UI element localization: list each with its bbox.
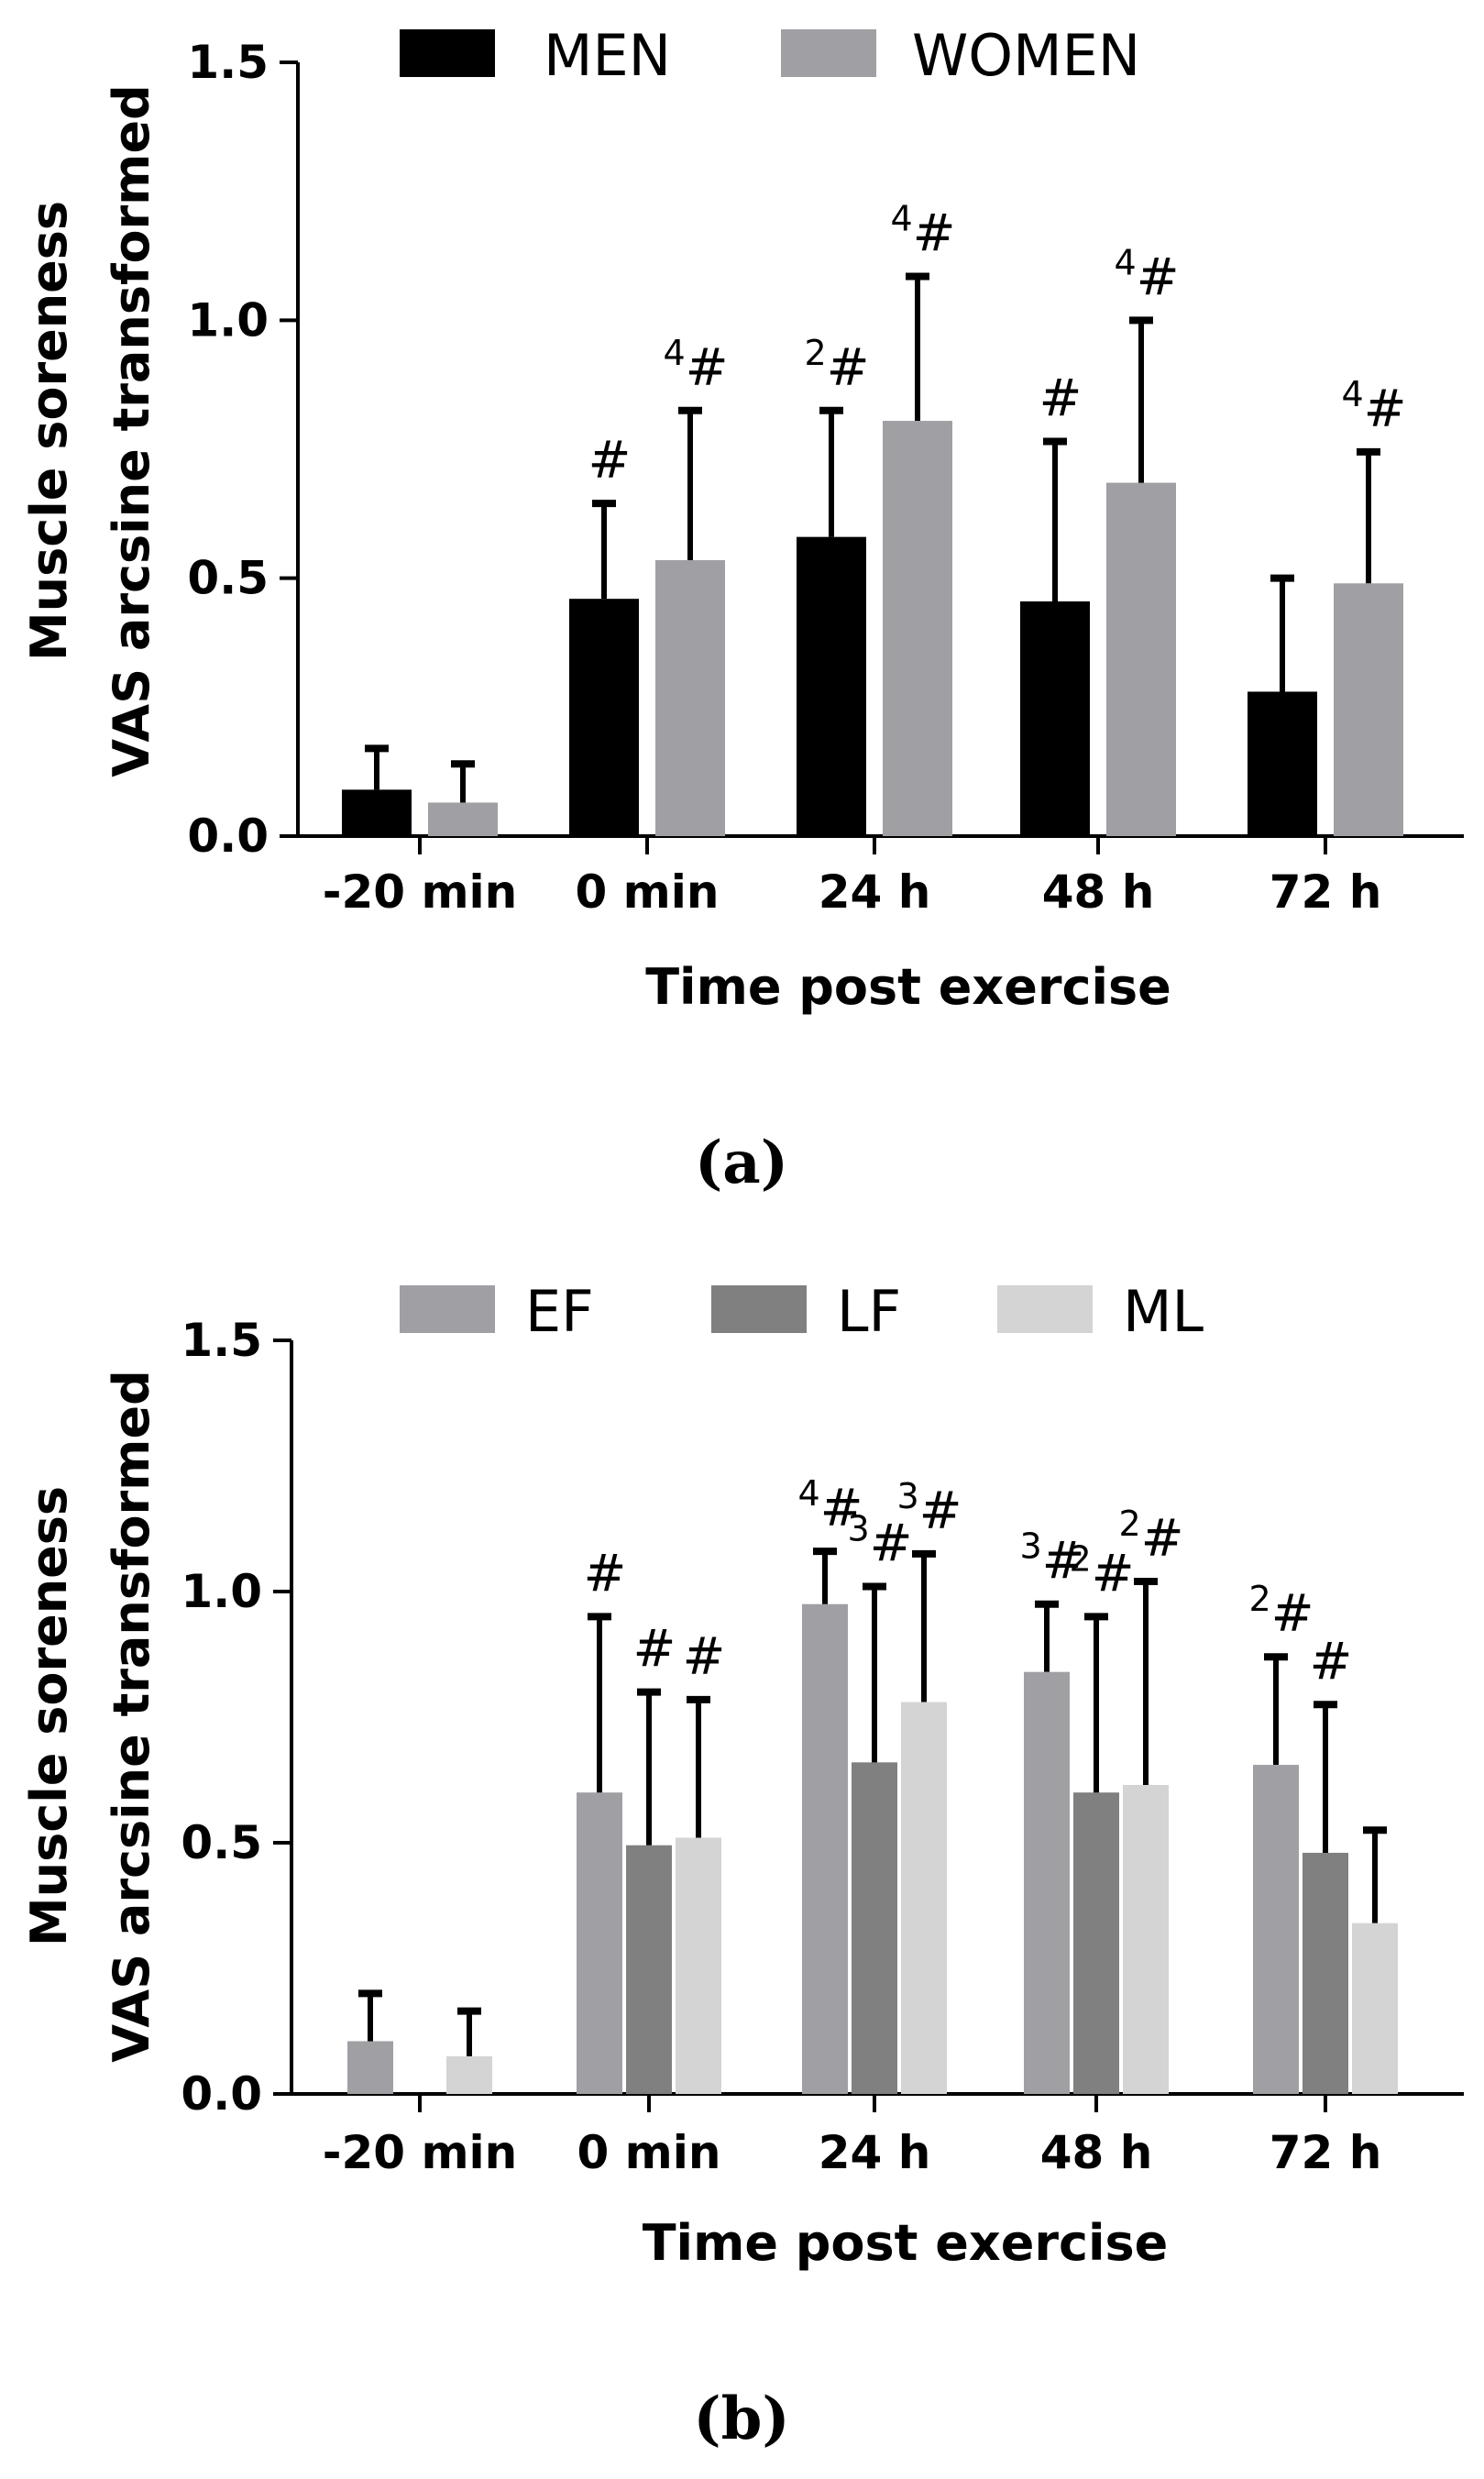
- significance-annotation: 4#: [1114, 242, 1179, 307]
- legend-swatch: [781, 29, 876, 77]
- bar: [1123, 1784, 1169, 2094]
- chart-panel-b: 0.0 0.5 1.0 1.5 -20 min 0 min 24 h 48 h 72 h Musc…: [20, 1278, 1464, 2453]
- significance-annotation: 4#: [890, 199, 955, 264]
- x-axis-title: Time post exercise: [643, 2214, 1169, 2272]
- y-tick-label: 0.5: [187, 552, 269, 605]
- bar: [446, 2055, 492, 2094]
- x-tick-label: 48 h: [1040, 2126, 1153, 2179]
- bar: [802, 1603, 848, 2094]
- significance-annotation: #: [633, 1620, 676, 1680]
- y-axis-title: Muscle soreness: [20, 201, 78, 661]
- legend-label: LF: [837, 1278, 901, 1345]
- x-tick-label: -20 min: [323, 2126, 518, 2179]
- x-tick-label: 24 h: [819, 865, 931, 919]
- bar: [655, 559, 725, 836]
- bar: [347, 2041, 393, 2094]
- significance-annotation: 3#: [1019, 1526, 1084, 1592]
- bar: [1073, 1792, 1119, 2094]
- x-tick-label: 48 h: [1042, 865, 1155, 919]
- bar: [901, 1702, 947, 2094]
- y-tick-label: 1.0: [187, 293, 269, 347]
- panel-label: (a): [695, 1129, 788, 1197]
- significance-annotation: 4#: [1341, 374, 1406, 439]
- significance-annotation: 3#: [896, 1476, 962, 1541]
- bar: [1334, 583, 1403, 836]
- y-axis-title: VAS arcsine transformed: [103, 1370, 160, 2062]
- bar: [1352, 1923, 1398, 2094]
- legend-label: WOMEN: [912, 22, 1140, 89]
- significance-annotation: 4#: [797, 1473, 863, 1538]
- bar: [428, 802, 498, 836]
- bar: [569, 599, 639, 836]
- x-tick-label: 72 h: [1270, 2126, 1382, 2179]
- significance-annotation: 2#: [1069, 1538, 1134, 1603]
- significance-annotation: #: [584, 1544, 627, 1603]
- y-tick-label: 1.5: [181, 1314, 262, 1367]
- legend-swatch: [997, 1285, 1093, 1333]
- bar: [577, 1792, 622, 2094]
- x-tick-label: 72 h: [1270, 865, 1382, 919]
- significance-annotation: 3#: [847, 1509, 912, 1574]
- x-tick-label: 0 min: [575, 865, 719, 919]
- bar: [626, 1845, 672, 2094]
- legend-swatch: [400, 1285, 495, 1333]
- bar: [797, 536, 866, 836]
- bar: [1248, 691, 1317, 836]
- y-tick-label: 0.5: [181, 1816, 262, 1869]
- legend-label: ML: [1123, 1278, 1204, 1345]
- bar: [1253, 1765, 1299, 2094]
- y-tick-label: 1.5: [187, 36, 269, 89]
- bar: [883, 421, 952, 836]
- x-tick-label: -20 min: [323, 865, 518, 919]
- legend-label: EF: [525, 1278, 594, 1345]
- bar: [1303, 1852, 1348, 2094]
- panel-label: (b): [693, 2385, 789, 2453]
- y-axis-title: VAS arcsine transformed: [103, 84, 160, 777]
- bar: [1024, 1671, 1070, 2094]
- significance-annotation: 2#: [804, 333, 869, 398]
- bar: [1106, 482, 1176, 836]
- bar: [1020, 600, 1090, 836]
- bar: [676, 1837, 721, 2094]
- significance-annotation: #: [588, 431, 632, 490]
- x-axis-title: Time post exercise: [645, 958, 1171, 1016]
- significance-annotation: #: [1310, 1632, 1353, 1691]
- legend-swatch: [400, 29, 495, 77]
- bar: [342, 789, 412, 836]
- y-axis-title: Muscle soreness: [20, 1486, 78, 1946]
- chart-panel-a: 0.0 0.5 1.0 1.5 -20 min 0 min 24 h 48 h 72 h Musc…: [20, 22, 1464, 1197]
- significance-annotation: 2#: [1248, 1579, 1314, 1644]
- significance-annotation: 2#: [1118, 1504, 1183, 1569]
- y-tick-label: 1.0: [181, 1565, 262, 1618]
- y-tick-label: 0.0: [181, 2067, 262, 2121]
- legend-label: MEN: [544, 22, 671, 89]
- significance-annotation: #: [683, 1627, 726, 1687]
- bar: [852, 1762, 897, 2094]
- significance-annotation: 4#: [663, 333, 728, 398]
- x-tick-label: 0 min: [577, 2126, 720, 2179]
- x-tick-label: 24 h: [819, 2126, 931, 2179]
- y-tick-label: 0.0: [187, 810, 269, 863]
- legend-swatch: [711, 1285, 807, 1333]
- significance-annotation: #: [1039, 369, 1083, 429]
